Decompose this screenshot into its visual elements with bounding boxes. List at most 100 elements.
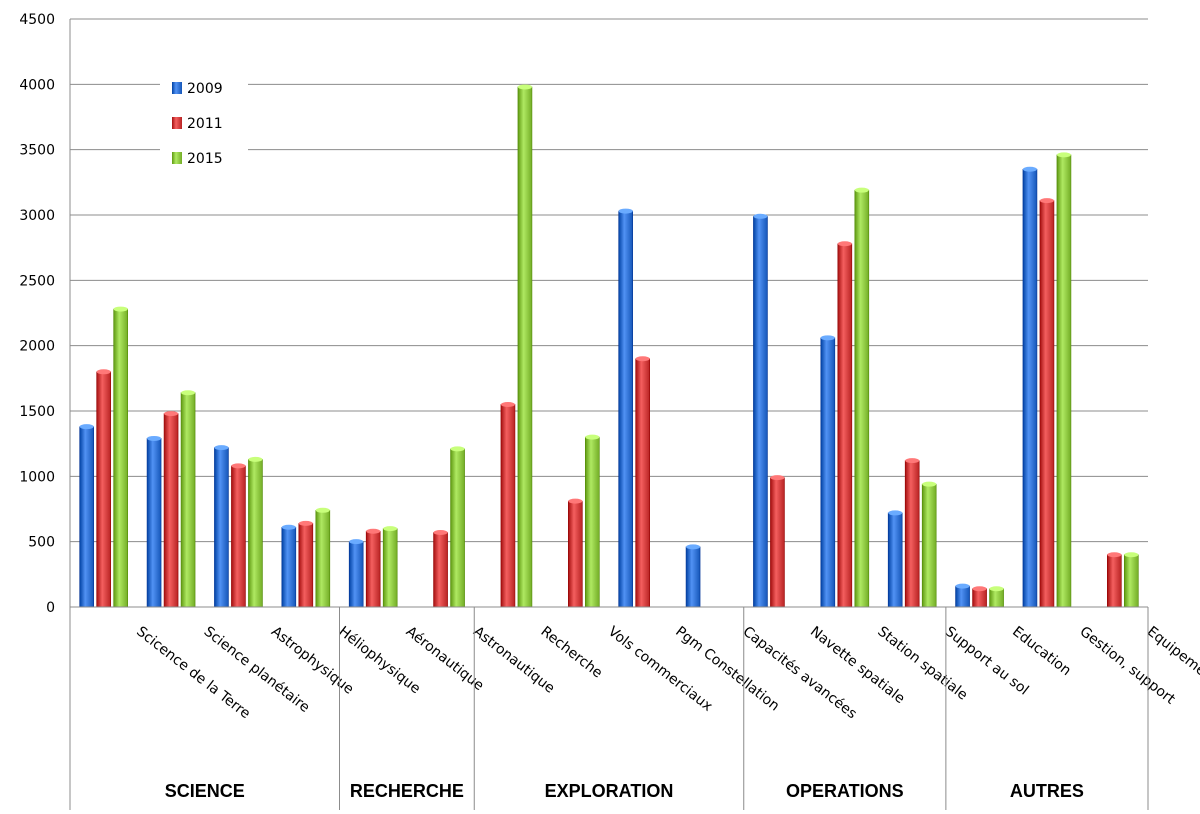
bar-cap bbox=[79, 424, 94, 430]
bar-cap bbox=[854, 187, 869, 193]
bar-2011 bbox=[837, 243, 853, 608]
bar-2011 bbox=[568, 500, 583, 608]
bar-cap bbox=[1022, 166, 1037, 172]
bar-2015 bbox=[180, 392, 196, 608]
y-tick-label: 1500 bbox=[19, 404, 55, 420]
bar-2015 bbox=[921, 483, 937, 608]
bar-2011 bbox=[635, 358, 650, 608]
bar-2015 bbox=[854, 189, 870, 608]
bar-2011 bbox=[96, 371, 111, 608]
bar-cap bbox=[989, 586, 1004, 592]
legend-label: 2015 bbox=[187, 151, 223, 167]
bar-2009 bbox=[1022, 168, 1038, 608]
bar-cap bbox=[281, 524, 296, 530]
y-tick-label: 0 bbox=[46, 600, 55, 616]
bar-cap bbox=[770, 475, 785, 481]
bar-cap bbox=[1056, 152, 1071, 158]
x-category-label: Recherche bbox=[537, 624, 605, 682]
bar-cap bbox=[1124, 552, 1139, 558]
y-tick-label: 2500 bbox=[19, 273, 55, 289]
bar-2015 bbox=[382, 528, 398, 608]
y-tick-label: 4000 bbox=[19, 77, 55, 93]
bar-cap bbox=[820, 335, 835, 341]
bar-cap bbox=[500, 401, 515, 407]
bar-cap bbox=[618, 208, 633, 214]
bar-cap bbox=[147, 435, 162, 441]
group-label: SCIENCE bbox=[165, 781, 245, 801]
bar-2015 bbox=[315, 510, 331, 608]
bar-2011 bbox=[298, 523, 314, 608]
bar-2015 bbox=[113, 308, 128, 608]
y-tick-label: 4500 bbox=[19, 12, 55, 28]
bar-cap bbox=[922, 481, 937, 487]
bar-cap bbox=[905, 458, 920, 464]
bar-2015 bbox=[450, 448, 465, 608]
bar-2015 bbox=[585, 436, 600, 608]
bar-cap bbox=[517, 84, 532, 90]
bar-cap bbox=[366, 528, 381, 534]
x-category-label: Capacités avancées bbox=[740, 624, 860, 723]
bar-2009 bbox=[281, 526, 297, 608]
bar-2009 bbox=[887, 512, 903, 608]
bar-2009 bbox=[79, 426, 94, 608]
bar-cap bbox=[231, 463, 246, 469]
bar-2009 bbox=[820, 337, 836, 608]
bar-2009 bbox=[685, 546, 701, 608]
bar-2011 bbox=[1039, 200, 1055, 608]
bar-2011 bbox=[231, 465, 246, 608]
bar-2011 bbox=[433, 532, 448, 608]
bar-cap bbox=[888, 510, 903, 516]
legend-swatch bbox=[172, 152, 182, 164]
group-label: OPERATIONS bbox=[786, 781, 904, 801]
bar-2009 bbox=[348, 541, 364, 608]
bar-cap bbox=[972, 586, 987, 592]
bar-2009 bbox=[214, 447, 229, 608]
bar-cap bbox=[635, 356, 650, 362]
bar-cap bbox=[955, 583, 970, 589]
bar-2011 bbox=[770, 477, 785, 608]
bar-2015 bbox=[248, 459, 263, 608]
bar-cap bbox=[568, 498, 583, 504]
legend: 2009 2011 2015 bbox=[160, 70, 248, 180]
bar-2015 bbox=[989, 588, 1004, 608]
x-category-label: Education bbox=[1009, 624, 1074, 680]
bar-cap bbox=[315, 507, 330, 513]
legend-label: 2011 bbox=[187, 116, 223, 132]
bar-2009 bbox=[753, 216, 768, 608]
bar-cap bbox=[164, 411, 179, 417]
bar-cap bbox=[1039, 198, 1054, 204]
y-tick-label: 2000 bbox=[19, 339, 55, 355]
y-tick-label: 3500 bbox=[19, 143, 55, 159]
bar-cap bbox=[181, 390, 196, 396]
bar-cap bbox=[837, 241, 852, 247]
bars bbox=[79, 84, 1139, 608]
y-axis: 0 500 1000 1500 2000 2500 3000 3500 4000 4500 bbox=[19, 12, 71, 616]
bar-cap bbox=[248, 456, 263, 462]
y-tick-label: 1000 bbox=[19, 469, 55, 485]
bar-cap bbox=[686, 544, 701, 550]
bar-cap bbox=[753, 213, 768, 219]
group-label: EXPLORATION bbox=[545, 781, 674, 801]
bar-2011 bbox=[365, 530, 381, 608]
group-label: RECHERCHE bbox=[350, 781, 464, 801]
bar-cap bbox=[585, 434, 600, 440]
bar-2009 bbox=[146, 438, 162, 608]
bar-2009 bbox=[618, 210, 633, 608]
bar-2015 bbox=[1056, 154, 1072, 608]
bar-2011 bbox=[163, 413, 179, 608]
bar-cap bbox=[113, 306, 128, 312]
bar-cap bbox=[383, 526, 398, 532]
bar-cap bbox=[450, 446, 465, 452]
group-label: AUTRES bbox=[1010, 781, 1084, 801]
y-tick-label: 500 bbox=[28, 535, 55, 551]
x-category-label: Scicence de la Terre bbox=[133, 624, 253, 723]
bar-cap bbox=[96, 369, 111, 375]
bar-cap bbox=[433, 530, 448, 536]
bar-2011 bbox=[972, 588, 987, 608]
bar-2015 bbox=[517, 86, 533, 608]
bar-cap bbox=[214, 445, 229, 451]
legend-swatch bbox=[172, 82, 182, 94]
bar-2015 bbox=[1124, 554, 1139, 608]
